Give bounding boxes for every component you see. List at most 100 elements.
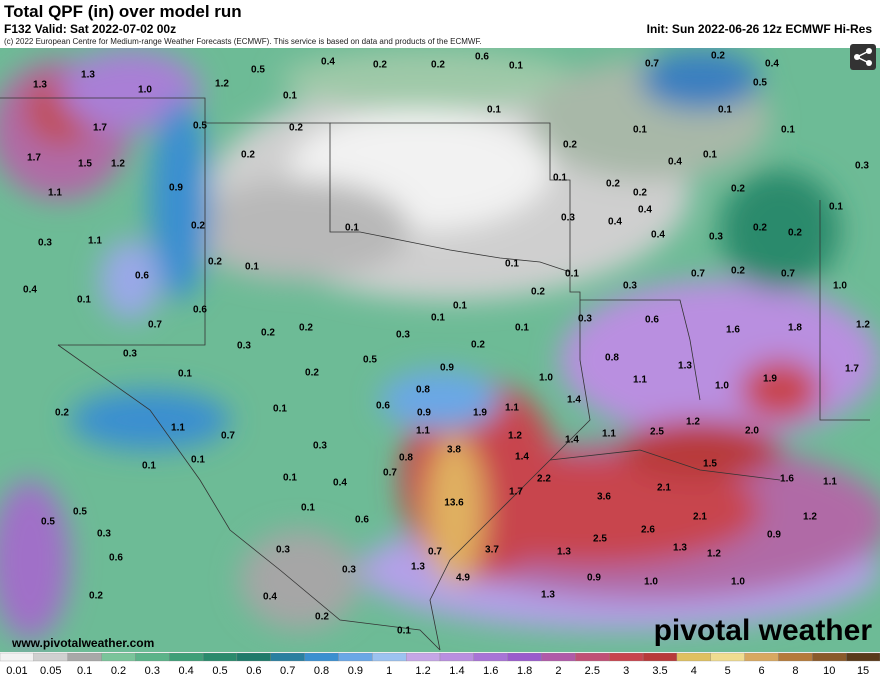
precip-label: 1.0 [731,577,745,588]
precip-label: 1.3 [673,543,687,554]
precip-label: 0.3 [97,529,111,540]
color-swatch [304,652,339,662]
color-swatch [406,652,441,662]
precip-label: 1.1 [602,429,616,440]
precip-label: 1.2 [215,79,229,90]
site-url: www.pivotalweather.com [11,636,154,650]
precip-label: 1.0 [138,85,152,96]
precip-label: 0.3 [561,213,575,224]
share-button[interactable] [850,44,876,70]
color-swatch [270,652,305,662]
precip-label: 2.1 [693,512,707,523]
precip-label: 0.9 [417,408,431,419]
precip-label: 0.6 [376,401,390,412]
precip-label: 1.2 [707,549,721,560]
legend-tick-label: 1.2 [415,665,430,677]
precip-label: 1.3 [81,70,95,81]
precip-label: 0.4 [765,59,779,70]
precip-label: 0.2 [315,612,329,623]
legend-tick-label: 0.4 [179,665,194,677]
precip-label: 0.3 [38,238,52,249]
precip-label: 1.1 [416,426,430,437]
precip-label: 0.2 [305,368,319,379]
precip-label: 1.2 [686,417,700,428]
color-swatch [0,652,34,662]
legend-tick-label: 0.6 [246,665,261,677]
brand: pivotal weather [654,614,873,647]
precip-label: 0.8 [605,353,619,364]
precip-label: 3.7 [485,545,499,556]
precip-field [0,48,880,652]
color-swatch [372,652,407,662]
precip-label: 1.7 [509,487,523,498]
precip-label: 1.0 [644,577,658,588]
precip-label: 0.1 [553,173,567,184]
precip-label: 0.2 [241,150,255,161]
precip-label: 0.5 [193,121,207,132]
precip-label: 1.1 [48,188,62,199]
precip-label: 0.2 [563,140,577,151]
precip-label: 1.2 [508,431,522,442]
precip-label: 0.5 [753,78,767,89]
precip-label: 1.3 [411,562,425,573]
precip-label: 0.4 [333,478,347,489]
precip-label: 0.9 [587,573,601,584]
precip-label: 0.4 [638,205,652,216]
precip-label: 0.2 [208,257,222,268]
precip-label: 0.5 [41,517,55,528]
legend-tick-label: 0.2 [111,665,126,677]
precip-label: 0.1 [301,503,315,514]
precip-label: 0.1 [273,404,287,415]
precip-label: 1.0 [715,381,729,392]
precip-label: 1.6 [726,325,740,336]
legend-tick-label: 5 [725,665,731,677]
legend-tick-label: 0.8 [314,665,329,677]
precip-label: 0.1 [505,259,519,270]
precip-label: 0.2 [431,60,445,71]
precip-label: 0.4 [668,157,682,168]
precip-label: 0.2 [289,123,303,134]
precip-label: 1.7 [27,153,41,164]
precip-label: 0.1 [142,461,156,472]
precip-label: 2.5 [650,427,664,438]
color-swatch [135,652,170,662]
precip-label: 0.2 [731,266,745,277]
precip-label: 1.6 [780,474,794,485]
legend-tick-label: 0.9 [348,665,363,677]
color-swatch [507,652,542,662]
precip-label: 0.1 [283,473,297,484]
legend-tick-label: 1.4 [449,665,464,677]
precip-label: 0.2 [753,223,767,234]
precip-label: 0.7 [428,547,442,558]
precip-label: 0.2 [788,228,802,239]
precip-label: 0.7 [691,269,705,280]
precip-label: 0.6 [475,52,489,63]
color-swatch [744,652,779,662]
precip-label: 0.6 [193,305,207,316]
precip-label: 0.2 [261,328,275,339]
precip-label: 0.9 [767,530,781,541]
precip-label: 0.2 [299,323,313,334]
color-swatch [439,652,474,662]
precip-label: 0.4 [608,217,622,228]
precip-label: 1.1 [823,477,837,488]
legend-tick-label: 0.1 [77,665,92,677]
legend-tick-label: 0.5 [212,665,227,677]
precip-label: 0.1 [509,61,523,72]
init-time: Init: Sun 2022-06-26 12z ECMWF Hi-Res [646,22,872,36]
precip-label: 1.4 [567,395,581,406]
color-swatch [236,652,271,662]
color-swatch [846,652,880,662]
precip-label: 0.2 [731,184,745,195]
precip-label: 4.9 [456,573,470,584]
precip-label: 0.1 [718,105,732,116]
precip-label: 0.2 [373,60,387,71]
precip-label: 0.6 [355,515,369,526]
precip-label: 0.9 [169,183,183,194]
precip-label: 0.1 [829,202,843,213]
precip-label: 0.7 [781,269,795,280]
color-swatch [642,652,678,662]
precip-label: 0.3 [578,314,592,325]
color-swatch [169,652,204,662]
